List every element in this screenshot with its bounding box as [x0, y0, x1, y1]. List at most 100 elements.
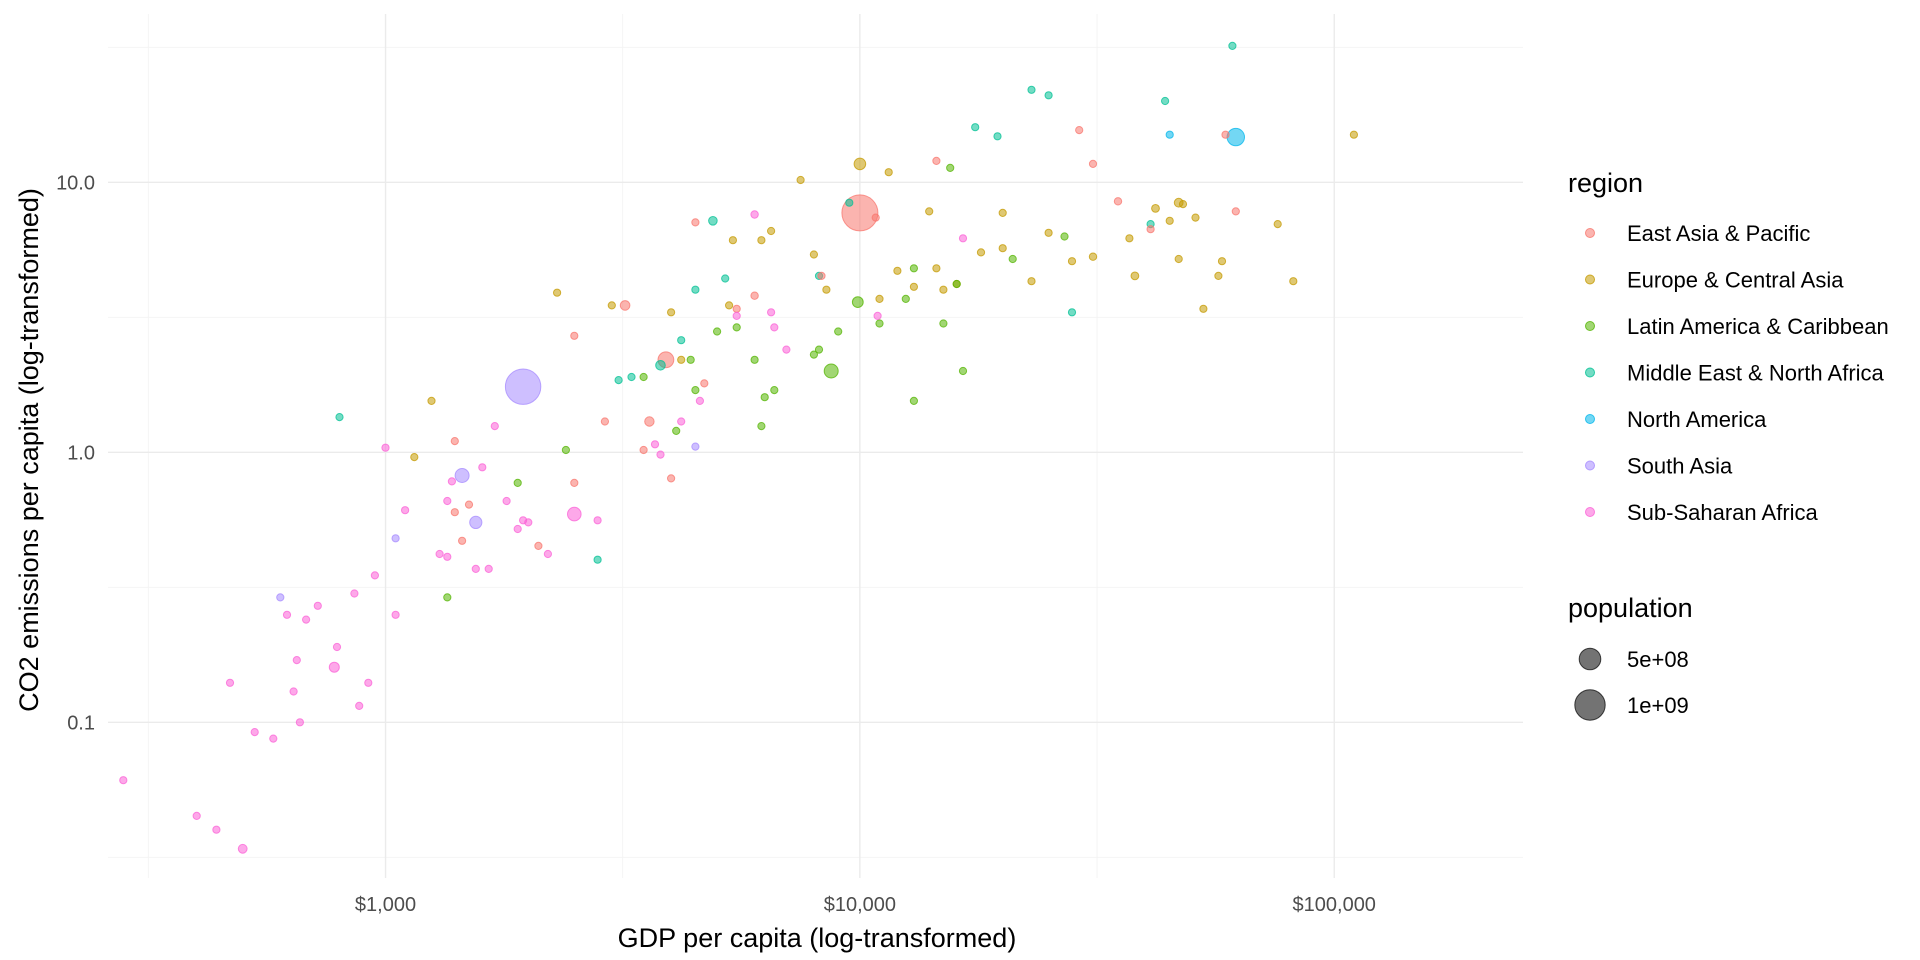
- data-point: [289, 687, 298, 696]
- data-point: [364, 678, 373, 687]
- data-point: [667, 474, 676, 483]
- data-point: [639, 372, 648, 382]
- data-point: [1044, 228, 1053, 237]
- data-point: [381, 443, 390, 452]
- data-point: [952, 279, 961, 289]
- data-point: [644, 416, 655, 427]
- data-point: [814, 345, 824, 354]
- data-point: [893, 266, 902, 275]
- data-point: [1060, 232, 1069, 241]
- tick-labels: $1,000 $10,000 $100,000 0.1 1.0 10.0: [56, 172, 1376, 916]
- data-point: [925, 207, 934, 216]
- data-point: [302, 615, 311, 624]
- data-point: [708, 216, 718, 226]
- data-point: [1178, 200, 1188, 209]
- data-point: [845, 198, 854, 207]
- y-tick-label: 10.0: [56, 172, 95, 194]
- data-point: [796, 175, 805, 185]
- data-point: [822, 285, 831, 294]
- data-point: [1349, 130, 1359, 139]
- data-point: [695, 396, 705, 405]
- data-point: [447, 477, 456, 486]
- data-point: [993, 132, 1002, 141]
- data-point: [410, 453, 419, 462]
- data-point: [335, 413, 344, 422]
- data-point: [1231, 207, 1240, 216]
- data-point: [502, 496, 511, 506]
- data-point: [770, 323, 779, 332]
- data-point: [443, 593, 452, 602]
- size-legend-key: [1578, 647, 1602, 671]
- data-point: [427, 396, 436, 405]
- legend-label: North America: [1627, 407, 1767, 432]
- x-tick-label: $100,000: [1293, 894, 1376, 916]
- data-point: [593, 516, 602, 525]
- data-point: [1161, 96, 1170, 106]
- y-axis-title: CO2 emissions per capita (log-transforme…: [14, 188, 44, 712]
- data-point: [250, 728, 259, 737]
- data-point: [732, 311, 741, 320]
- data-point: [192, 811, 201, 821]
- data-point: [728, 236, 738, 245]
- data-point: [212, 825, 221, 834]
- data-point: [1125, 234, 1134, 243]
- data-point: [677, 336, 686, 345]
- data-point: [677, 417, 686, 426]
- data-point: [1165, 216, 1174, 225]
- data-point: [1088, 159, 1098, 168]
- data-point: [567, 506, 582, 522]
- data-point: [901, 294, 910, 303]
- data-point: [909, 282, 919, 291]
- legend-label: South Asia: [1627, 454, 1733, 479]
- legend-label: Europe & Central Asia: [1627, 268, 1844, 293]
- data-point: [817, 271, 826, 280]
- legend-key-point: [1585, 414, 1595, 424]
- data-point: [1228, 41, 1237, 51]
- data-point: [1067, 308, 1077, 317]
- x-tick-label: $1,000: [355, 894, 416, 916]
- data-point: [767, 226, 776, 236]
- data-point: [713, 327, 722, 336]
- data-point: [757, 422, 766, 431]
- legend-key-point: [1585, 367, 1595, 378]
- data-point: [454, 468, 470, 483]
- legend-key-point: [1585, 274, 1595, 285]
- data-point: [1113, 197, 1123, 206]
- data-point: [469, 515, 483, 530]
- data-point: [750, 355, 759, 364]
- data-point: [1165, 130, 1174, 139]
- y-tick-label: 1.0: [67, 442, 95, 464]
- data-point: [1214, 271, 1223, 280]
- data-point: [767, 308, 776, 317]
- data-point: [464, 500, 474, 509]
- data-point: [570, 331, 579, 340]
- data-point: [691, 218, 700, 227]
- data-point: [851, 296, 864, 309]
- data-point: [677, 355, 686, 364]
- data-point: [691, 386, 700, 395]
- data-point: [450, 437, 459, 446]
- data-point: [871, 213, 880, 222]
- data-point: [332, 642, 342, 652]
- data-point: [1217, 257, 1227, 266]
- data-point: [834, 327, 843, 336]
- data-point: [478, 463, 487, 472]
- data-point: [782, 345, 791, 354]
- data-point: [998, 208, 1007, 217]
- data-point: [450, 508, 459, 517]
- data-point: [667, 308, 676, 317]
- data-point: [732, 323, 741, 332]
- size-legend-label: 5e+08: [1627, 647, 1689, 672]
- data-point: [700, 379, 709, 388]
- size-legend-key: [1574, 689, 1606, 721]
- data-point: [1088, 252, 1098, 261]
- data-point: [760, 393, 769, 402]
- data-point: [534, 541, 543, 551]
- data-point: [853, 157, 867, 171]
- data-point: [873, 311, 882, 320]
- data-point: [614, 376, 623, 385]
- data-point: [932, 156, 941, 165]
- grid-lines: [108, 14, 1523, 878]
- data-point: [292, 656, 301, 665]
